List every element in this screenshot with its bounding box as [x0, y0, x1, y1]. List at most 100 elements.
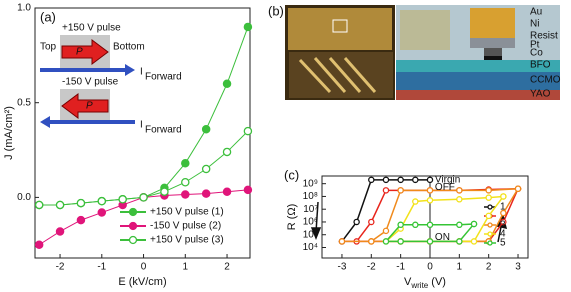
- x-axis-label: E (kV/cm): [118, 276, 166, 288]
- legend-label: 5: [500, 238, 506, 249]
- data-point: [426, 197, 434, 204]
- neighbor-pad: [400, 10, 450, 50]
- data-point: [412, 176, 419, 184]
- panel-b: (b): [268, 3, 560, 100]
- data-point: [368, 218, 375, 226]
- x-axis-label: Vwrite (V): [404, 276, 446, 290]
- data-point: [382, 227, 390, 235]
- x-tick-label: 0: [141, 262, 147, 273]
- layer-label: Resist: [530, 31, 558, 42]
- data-point: [55, 200, 65, 210]
- zoom-box: [332, 19, 348, 33]
- y-tick-label: 1.0: [17, 3, 31, 14]
- data-point: [139, 193, 148, 202]
- current-arrow: [40, 116, 135, 128]
- data-point: [222, 79, 232, 89]
- layer-label: Au: [530, 7, 542, 18]
- annotation: Forward: [145, 72, 182, 83]
- layer-co: [484, 56, 502, 60]
- layer-ccmo: [396, 72, 560, 90]
- y-tick-label: 10⁵: [303, 229, 318, 240]
- data-point: [456, 238, 463, 245]
- x-tick-label: -1: [97, 262, 106, 273]
- data-point: [181, 190, 190, 199]
- x-tick-label: 2: [486, 262, 492, 273]
- data-point: [397, 238, 404, 245]
- data-point: [500, 193, 507, 200]
- legend-marker: [487, 240, 493, 246]
- layer-label: YAO: [530, 89, 551, 100]
- x-tick-label: -2: [56, 262, 65, 273]
- series-line: [384, 223, 475, 243]
- layer-label: Ni: [530, 19, 539, 30]
- legend-label: 3: [500, 220, 506, 231]
- layer-resist: [470, 38, 515, 48]
- photo-zoom: [289, 52, 393, 98]
- annotation: P: [86, 101, 93, 112]
- data-point: [201, 189, 211, 198]
- panel-label: (c): [284, 167, 299, 182]
- legend-marker: [128, 221, 138, 231]
- x-tick-label: 1: [183, 262, 189, 273]
- annotation: Virgin: [435, 174, 460, 185]
- legend-marker: [487, 222, 493, 228]
- data-point: [243, 126, 253, 136]
- data-point: [222, 147, 232, 157]
- y-tick-label: 0.5: [17, 97, 31, 108]
- legend-marker: [487, 204, 493, 210]
- panel-label: (a): [40, 9, 56, 24]
- annotation: +150 V pulse: [62, 23, 121, 34]
- data-point: [201, 164, 211, 174]
- annotation: -150 V pulse: [62, 77, 119, 88]
- data-point: [97, 196, 107, 206]
- data-point: [181, 177, 190, 187]
- data-point: [222, 187, 232, 196]
- annotation: P: [76, 47, 83, 58]
- data-point: [412, 198, 419, 205]
- x-tick-label: 3: [515, 262, 521, 273]
- data-point: [470, 220, 478, 228]
- layer-au: [470, 8, 515, 38]
- data-point: [426, 221, 434, 229]
- photo-grid: [288, 8, 392, 50]
- data-point: [426, 187, 434, 194]
- data-point: [76, 198, 86, 208]
- photo-pads: [298, 57, 377, 94]
- data-point: [456, 187, 463, 194]
- legend-label: -150 V pulse (2): [150, 221, 221, 232]
- p-arrow: [61, 39, 109, 65]
- data-point: [470, 238, 478, 245]
- y-tick-label: 10⁶: [303, 217, 318, 228]
- layer-label: Pt: [530, 40, 540, 51]
- panel-a-insets: [40, 35, 135, 128]
- legend-marker: [128, 207, 138, 217]
- layer-label: BFO: [530, 60, 551, 71]
- x-axis-label-unit: (V): [428, 276, 446, 288]
- y-tick-label: 10⁹: [303, 178, 318, 189]
- x-tick-label: 0: [427, 262, 433, 273]
- data-point: [397, 187, 404, 194]
- data-point: [485, 194, 492, 201]
- data-point: [353, 218, 360, 226]
- y-tick-label: 10⁴: [303, 242, 318, 253]
- data-point: [34, 240, 44, 249]
- data-point: [55, 227, 65, 236]
- data-point: [500, 209, 507, 217]
- data-point: [397, 221, 404, 229]
- data-point: [368, 176, 375, 184]
- x-axis-label-main: E (kV/cm): [118, 276, 166, 288]
- x-axis-label-main: V: [404, 276, 412, 288]
- legend-marker: [487, 231, 493, 237]
- legend-label: 4: [500, 229, 506, 240]
- layer-label: CCMO: [530, 75, 561, 86]
- annotation: ON: [435, 232, 450, 243]
- data-point: [426, 176, 434, 184]
- layer-label: Co: [530, 48, 543, 59]
- data-point: [338, 238, 346, 245]
- x-tick-label: 2: [224, 262, 230, 273]
- legend-marker: [128, 235, 138, 245]
- annotation: OFF: [435, 182, 455, 193]
- layer-bfo: [396, 60, 560, 72]
- data-point: [181, 159, 190, 168]
- y-axis-label: J (mA/cm²): [3, 106, 15, 160]
